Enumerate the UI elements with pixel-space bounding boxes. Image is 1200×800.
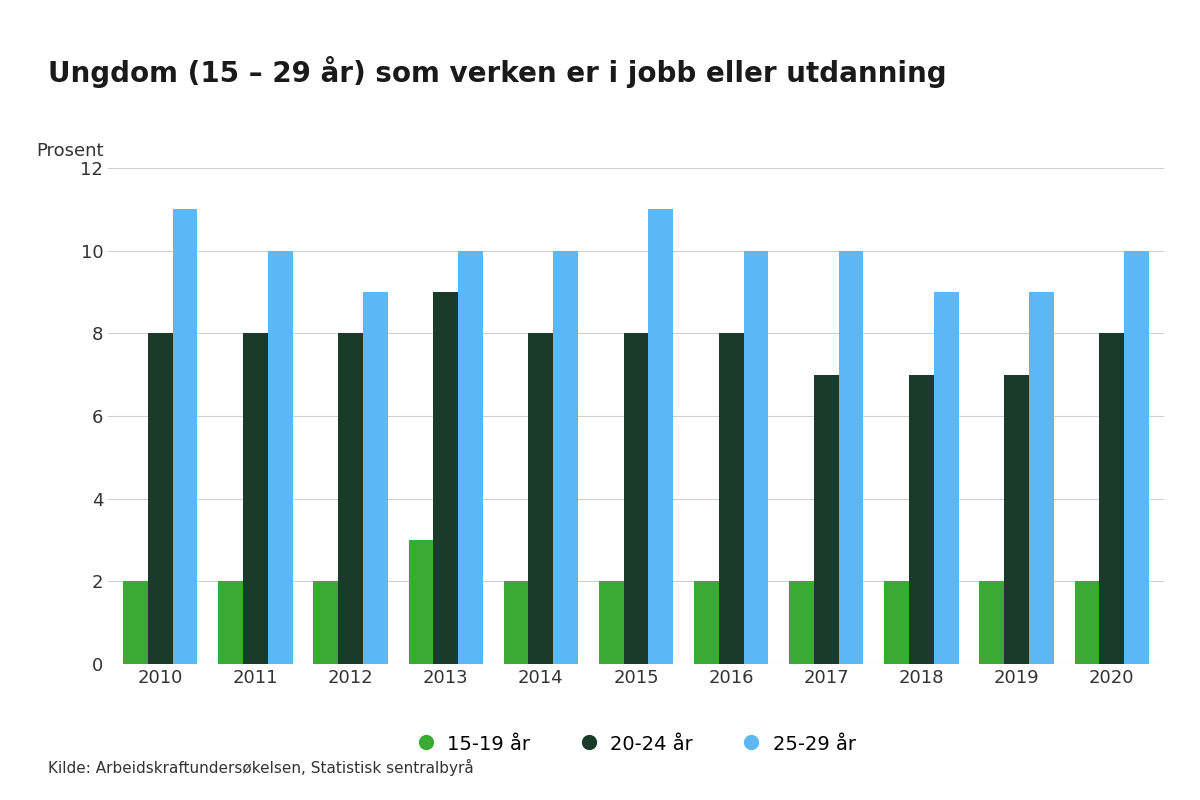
Bar [910,374,934,664]
Bar [599,582,624,664]
Bar [313,582,338,664]
Bar [528,334,553,664]
Text: Prosent: Prosent [36,142,103,160]
Bar [124,582,148,664]
Bar [218,582,244,664]
Bar [338,334,362,664]
Bar [148,334,173,664]
Legend: 15-19 år, 20-24 år, 25-29 år: 15-19 år, 20-24 år, 25-29 år [407,725,865,763]
Bar [553,250,578,664]
Bar [934,292,959,664]
Bar [504,582,528,664]
Bar [268,250,293,664]
Bar [744,250,768,664]
Bar [979,582,1004,664]
Bar [244,334,268,664]
Bar [1004,374,1028,664]
Bar [362,292,388,664]
Bar [1028,292,1054,664]
Bar [433,292,458,664]
Bar [624,334,648,664]
Bar [1124,250,1148,664]
Bar [409,540,433,664]
Bar [1099,334,1124,664]
Text: Ungdom (15 – 29 år) som verken er i jobb eller utdanning: Ungdom (15 – 29 år) som verken er i jobb… [48,56,947,88]
Bar [839,250,863,664]
Bar [790,582,814,664]
Bar [814,374,839,664]
Bar [719,334,744,664]
Bar [648,210,673,664]
Text: Kilde: Arbeidskraftundersøkelsen, Statistisk sentralbyrå: Kilde: Arbeidskraftundersøkelsen, Statis… [48,759,474,776]
Bar [694,582,719,664]
Bar [1074,582,1099,664]
Bar [458,250,482,664]
Bar [173,210,198,664]
Bar [884,582,910,664]
